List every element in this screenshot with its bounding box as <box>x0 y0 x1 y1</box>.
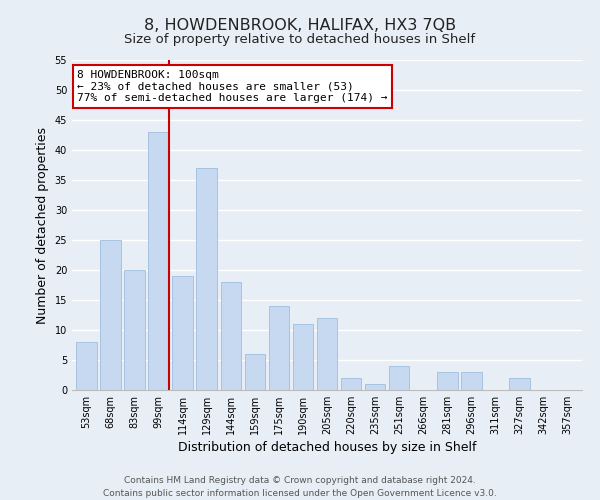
Bar <box>148 132 169 390</box>
Bar <box>245 354 265 390</box>
Bar <box>100 240 121 390</box>
Bar <box>172 276 193 390</box>
Bar <box>269 306 289 390</box>
Bar <box>437 372 458 390</box>
Bar <box>341 378 361 390</box>
Bar <box>293 324 313 390</box>
Bar <box>509 378 530 390</box>
Bar <box>461 372 482 390</box>
Bar <box>196 168 217 390</box>
Bar <box>389 366 409 390</box>
Bar <box>76 342 97 390</box>
Text: 8, HOWDENBROOK, HALIFAX, HX3 7QB: 8, HOWDENBROOK, HALIFAX, HX3 7QB <box>144 18 456 32</box>
Text: 8 HOWDENBROOK: 100sqm
← 23% of detached houses are smaller (53)
77% of semi-deta: 8 HOWDENBROOK: 100sqm ← 23% of detached … <box>77 70 388 103</box>
Bar <box>221 282 241 390</box>
Bar <box>365 384 385 390</box>
Text: Size of property relative to detached houses in Shelf: Size of property relative to detached ho… <box>124 32 476 46</box>
Bar <box>124 270 145 390</box>
Text: Contains HM Land Registry data © Crown copyright and database right 2024.
Contai: Contains HM Land Registry data © Crown c… <box>103 476 497 498</box>
Y-axis label: Number of detached properties: Number of detached properties <box>36 126 49 324</box>
X-axis label: Distribution of detached houses by size in Shelf: Distribution of detached houses by size … <box>178 441 476 454</box>
Bar <box>317 318 337 390</box>
